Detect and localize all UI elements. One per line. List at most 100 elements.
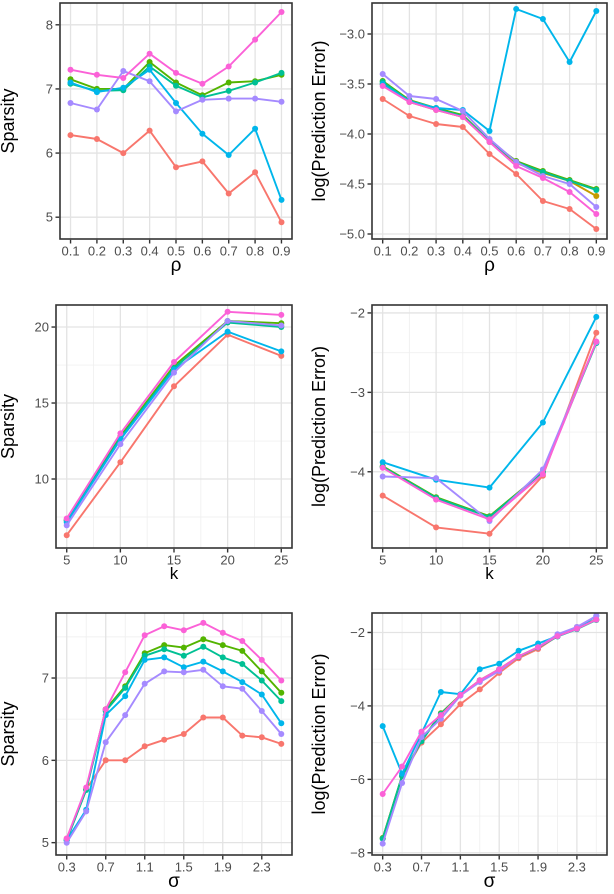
data-point <box>63 839 70 846</box>
data-point <box>161 623 168 630</box>
data-point <box>122 757 129 764</box>
data-point <box>200 619 207 626</box>
data-point <box>67 66 74 73</box>
data-point <box>433 496 440 503</box>
data-point <box>171 359 177 365</box>
data-point <box>239 647 246 654</box>
x-tick-label: 15 <box>482 553 496 568</box>
data-point <box>171 369 177 376</box>
x-axis-title: ρ <box>484 255 495 276</box>
y-tick-label: 5 <box>46 210 53 225</box>
chart-panel-sparsity-vs-rho: 0.1 0.2 0.3 0.4 0.5 0.6 0.7 0.8 0.9 5 6 7 8 ρ Sparsity <box>0 2 293 276</box>
x-tick-label: 0.3 <box>427 244 445 259</box>
y-tick-label: −4.0 <box>339 127 365 142</box>
x-tick-label: 0.1 <box>62 244 80 259</box>
axes: 0.3 0.7 1.1 1.5 1.9 2.3 −2 −4 −6 −8 <box>350 625 586 875</box>
data-point <box>379 83 386 89</box>
y-tick-label: 7 <box>46 81 53 96</box>
x-tick-label: 1.5 <box>175 860 193 875</box>
data-point <box>258 691 265 698</box>
data-point <box>200 714 207 721</box>
data-point <box>433 96 440 102</box>
data-point <box>141 632 148 639</box>
y-tick-label: 20 <box>35 320 49 335</box>
data-point <box>593 616 600 623</box>
series-pink-line <box>65 621 283 840</box>
data-point <box>141 656 148 663</box>
x-tick-label: 1.1 <box>136 860 154 875</box>
y-tick-label: −2 <box>350 625 365 640</box>
axes: 0.3 0.7 1.1 1.5 1.9 2.3 5 6 7 <box>42 671 271 875</box>
y-axis-title: log(Prediction Error) <box>309 40 329 201</box>
data-point <box>117 459 124 466</box>
x-tick-label: 1.5 <box>490 860 508 875</box>
data-point <box>224 318 231 324</box>
data-point <box>200 666 207 673</box>
data-point <box>539 175 546 181</box>
data-point <box>200 643 207 650</box>
x-tick-label: 2.3 <box>568 860 586 875</box>
data-point <box>219 642 226 649</box>
data-point <box>120 75 127 81</box>
data-point <box>406 99 413 105</box>
data-point <box>219 668 226 675</box>
data-point <box>278 98 285 105</box>
data-point <box>379 492 386 499</box>
axes: 5 10 15 20 25 10 15 20 <box>35 320 289 568</box>
data-point <box>593 329 600 336</box>
x-tick-label: 0.7 <box>412 860 430 875</box>
data-point <box>225 79 232 86</box>
axes: 5 10 15 20 25 −2 −3 −4 <box>350 305 603 567</box>
y-axis-title: log(Prediction Error) <box>309 653 329 814</box>
data-point <box>573 625 580 632</box>
x-axis-title: k <box>170 564 179 583</box>
x-tick-label: 0.7 <box>534 244 552 259</box>
data-point <box>146 66 153 73</box>
data-point <box>122 693 129 700</box>
data-point <box>173 69 179 76</box>
x-tick-label: 1.9 <box>214 860 232 875</box>
data-point <box>379 840 386 847</box>
data-point <box>433 107 440 113</box>
data-point <box>457 701 464 708</box>
x-tick-label: 0.8 <box>561 244 579 259</box>
y-axis-title: Sparsity <box>0 88 18 153</box>
data-point <box>566 59 573 65</box>
x-tick-label: 10 <box>113 553 127 568</box>
data-point <box>93 106 100 113</box>
y-tick-label: −5.0 <box>339 227 365 242</box>
series-purple-points <box>63 318 285 529</box>
data-point <box>102 739 109 746</box>
data-point <box>180 664 187 671</box>
x-axis-title: σ <box>484 871 496 892</box>
panel-border <box>371 612 608 856</box>
x-axis-title: σ <box>168 871 180 892</box>
data-point <box>406 113 413 119</box>
data-point <box>67 132 74 139</box>
data-point <box>63 532 70 539</box>
data-point <box>239 685 246 692</box>
y-tick-label: −4.5 <box>339 177 365 192</box>
x-tick-label: 0.9 <box>587 244 605 259</box>
y-tick-label: −3.5 <box>339 77 365 92</box>
data-point <box>120 84 127 91</box>
data-point <box>486 139 493 145</box>
y-tick-label: 5 <box>42 835 49 850</box>
data-point <box>433 475 440 482</box>
data-point <box>146 78 153 85</box>
series-cyan-line <box>65 656 283 842</box>
data-point <box>476 686 483 693</box>
series-pink-points <box>379 616 600 797</box>
data-point <box>258 668 265 675</box>
data-point <box>252 169 259 176</box>
data-point <box>535 644 542 651</box>
y-tick-label: −2 <box>350 305 365 320</box>
data-point <box>566 181 573 187</box>
data-point <box>496 660 503 667</box>
data-point <box>93 136 100 142</box>
y-tick-label: −6 <box>350 772 365 787</box>
axes: 0.1 0.2 0.3 0.4 0.5 0.6 0.7 0.8 0.9 5 6 7 8 <box>46 17 291 258</box>
data-point <box>379 791 386 797</box>
data-point <box>141 652 148 659</box>
